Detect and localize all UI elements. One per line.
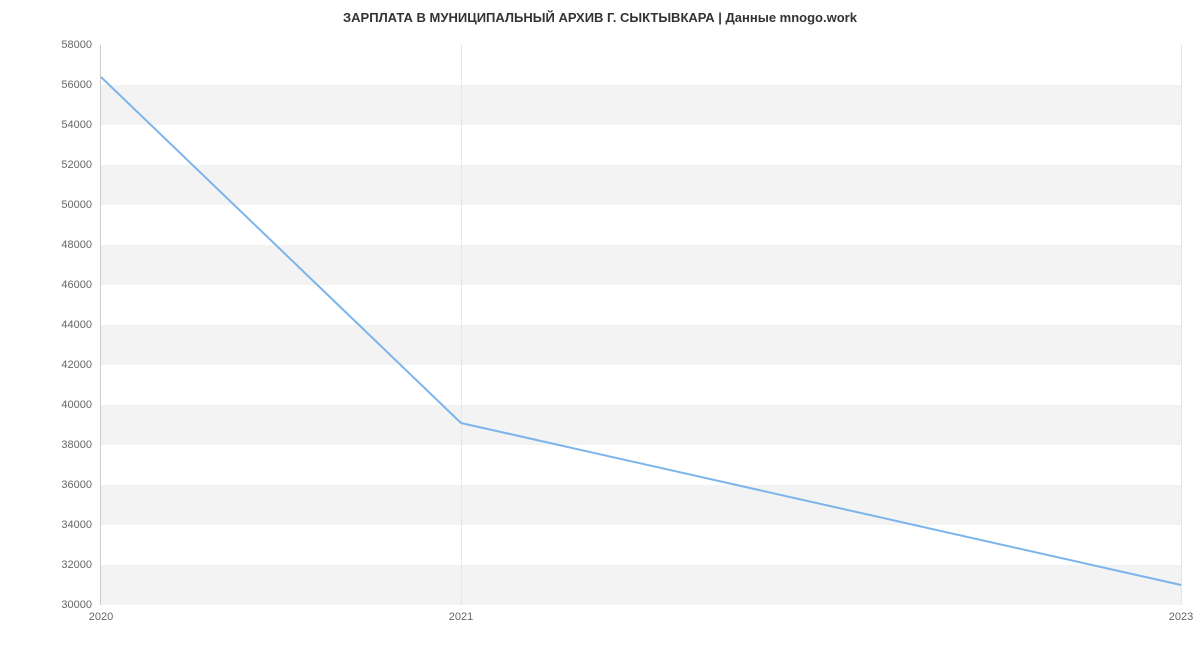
chart-container: 3000032000340003600038000400004200044000…: [100, 45, 1180, 620]
y-tick-label: 58000: [32, 39, 92, 51]
y-tick-label: 34000: [32, 519, 92, 531]
y-tick-label: 38000: [32, 439, 92, 451]
y-tick-label: 54000: [32, 119, 92, 131]
x-tick-label: 2020: [89, 611, 113, 623]
y-tick-label: 32000: [32, 559, 92, 571]
data-line: [101, 77, 1181, 585]
y-tick-label: 52000: [32, 159, 92, 171]
y-tick-label: 30000: [32, 599, 92, 611]
x-tick-label: 2023: [1169, 611, 1193, 623]
y-tick-label: 42000: [32, 359, 92, 371]
y-tick-label: 50000: [32, 199, 92, 211]
y-tick-label: 48000: [32, 239, 92, 251]
chart-title: ЗАРПЛАТА В МУНИЦИПАЛЬНЫЙ АРХИВ Г. СЫКТЫВ…: [0, 0, 1200, 33]
y-tick-label: 44000: [32, 319, 92, 331]
x-tick-label: 2021: [449, 611, 473, 623]
line-svg: [101, 45, 1181, 605]
y-tick-label: 36000: [32, 479, 92, 491]
y-tick-label: 46000: [32, 279, 92, 291]
x-gridline: [1181, 45, 1182, 605]
y-tick-label: 56000: [32, 79, 92, 91]
y-tick-label: 40000: [32, 399, 92, 411]
plot-area: 3000032000340003600038000400004200044000…: [100, 45, 1180, 605]
